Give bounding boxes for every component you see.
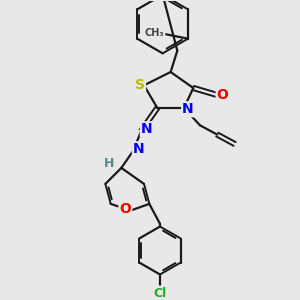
Text: N: N bbox=[182, 102, 194, 116]
Text: CH₃: CH₃ bbox=[145, 28, 164, 38]
Text: H: H bbox=[104, 158, 115, 170]
Text: O: O bbox=[217, 88, 229, 102]
Text: O: O bbox=[119, 202, 131, 216]
Text: S: S bbox=[135, 78, 145, 92]
Text: Cl: Cl bbox=[153, 286, 167, 300]
Text: N: N bbox=[141, 122, 152, 136]
Text: N: N bbox=[133, 142, 145, 156]
